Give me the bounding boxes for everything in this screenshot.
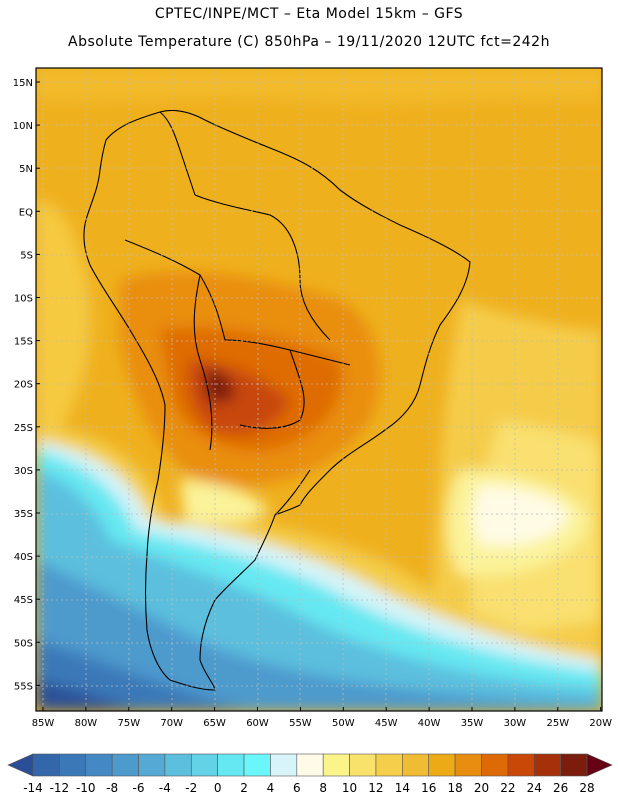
lon-tick-label: 80W — [75, 718, 98, 729]
lat-tick-label: 10S — [14, 294, 33, 305]
colorbar-label: -10 — [76, 781, 96, 795]
lon-tick-label: 55W — [289, 718, 312, 729]
lon-tick-label: 65W — [203, 718, 226, 729]
lat-tick-label: 45S — [14, 595, 33, 606]
lat-tick-label: 40S — [14, 552, 33, 563]
lat-tick-label: 15N — [13, 78, 33, 89]
lon-tick-label: 20W — [589, 718, 612, 729]
lat-tick-label: 25S — [14, 423, 33, 434]
colorbar-cell — [111, 753, 139, 777]
lat-tick-label: 15S — [14, 337, 33, 348]
colorbar-cell — [428, 753, 456, 777]
colorbar-label: 4 — [267, 781, 275, 795]
colorbar-cell — [296, 753, 324, 777]
colorbar-cells — [7, 753, 613, 777]
colorbar-cell — [217, 753, 245, 777]
lat-tick-label: 20S — [14, 380, 33, 391]
latitude-axis: 15N 10N 5N EQ 5S 10S 15S 20S 25S 30S 35S 40S 45S 50S 5… — [13, 78, 40, 692]
coastline — [83, 109, 471, 691]
colorbar-cell — [375, 753, 403, 777]
colorbar-label: -2 — [185, 781, 197, 795]
lat-tick-label: 35S — [14, 509, 33, 520]
colorbar-label: 10 — [342, 781, 357, 795]
colorbar-label: 18 — [447, 781, 462, 795]
colorbar-cell — [138, 753, 166, 777]
lat-tick-label: EQ — [19, 207, 33, 218]
colorbar-cell — [59, 753, 87, 777]
lon-tick-label: 50W — [332, 718, 355, 729]
lon-tick-label: 70W — [160, 718, 183, 729]
colorbar-label: -4 — [159, 781, 171, 795]
lat-tick-label: 5S — [20, 250, 33, 261]
colorbar-cell — [85, 753, 113, 777]
lat-tick-label: 55S — [14, 681, 33, 692]
colorbar-label: 28 — [579, 781, 594, 795]
colorbar-label: 24 — [527, 781, 542, 795]
colorbar-cell — [560, 753, 588, 777]
colorbar-max-arrow — [586, 753, 613, 777]
lon-tick-label: 85W — [32, 718, 55, 729]
colorbar-cell — [454, 753, 482, 777]
lon-tick-label: 35W — [461, 718, 484, 729]
lon-tick-label: 40W — [418, 718, 441, 729]
colorbar-cell — [507, 753, 535, 777]
lon-tick-label: 75W — [117, 718, 140, 729]
colorbar-label: 8 — [319, 781, 327, 795]
temperature-field — [36, 68, 602, 711]
lon-tick-label: 45W — [375, 718, 398, 729]
colorbar-label: -14 — [23, 781, 43, 795]
colorbar-label: -8 — [106, 781, 118, 795]
colorbar-cell — [270, 753, 298, 777]
colorbar-cell — [481, 753, 509, 777]
lon-tick-label: 25W — [546, 718, 569, 729]
colorbar-label: 26 — [553, 781, 568, 795]
colorbar-label: 2 — [240, 781, 248, 795]
colorbar-label: -12 — [50, 781, 70, 795]
map-subtitle: Absolute Temperature (C) 850hPa – 19/11/… — [68, 34, 550, 50]
temperature-colorbar: -14 -12 -10 -8 -6 -4 -2 0 2 4 6 8 10 12 14 16 18 20 22 24 26… — [7, 753, 613, 795]
colorbar-label: -6 — [133, 781, 145, 795]
map-title: CPTEC/INPE/MCT – Eta Model 15km – GFS — [154, 6, 464, 22]
lon-tick-label: 30W — [504, 718, 527, 729]
lat-tick-label: 50S — [14, 638, 33, 649]
colorbar-label: 16 — [421, 781, 436, 795]
colorbar-label: 14 — [395, 781, 410, 795]
colorbar-cell — [32, 753, 60, 777]
colorbar-cell — [164, 753, 192, 777]
colorbar-cell — [349, 753, 377, 777]
lon-tick-label: 60W — [246, 718, 269, 729]
colorbar-label: 0 — [214, 781, 222, 795]
colorbar-labels: -14 -12 -10 -8 -6 -4 -2 0 2 4 6 8 10 12 14 16 18 20 22 24 26… — [23, 781, 594, 795]
colorbar-min-arrow — [7, 753, 34, 777]
lat-tick-label: 10N — [13, 121, 33, 132]
colorbar-label: 12 — [368, 781, 383, 795]
lat-tick-label: 5N — [19, 164, 33, 175]
colorbar-cell — [533, 753, 561, 777]
colorbar-label: 22 — [500, 781, 515, 795]
longitude-axis: 85W 80W 75W 70W 65W 60W 55W 50W 45W 40W 35W 30W 25W 2… — [32, 707, 612, 729]
colorbar-label: 6 — [293, 781, 301, 795]
lat-tick-label: 30S — [14, 466, 33, 477]
colorbar-cell — [322, 753, 350, 777]
grid-lines — [36, 68, 602, 711]
colorbar-cell — [243, 753, 271, 777]
map-frame — [35, 67, 603, 712]
colorbar-cell — [190, 753, 218, 777]
temperature-map: 15N 10N 5N EQ 5S 10S 15S 20S 25S 30S 35S 40S 45S 50S 5… — [13, 67, 612, 729]
colorbar-cell — [402, 753, 430, 777]
colorbar-label: 20 — [474, 781, 489, 795]
